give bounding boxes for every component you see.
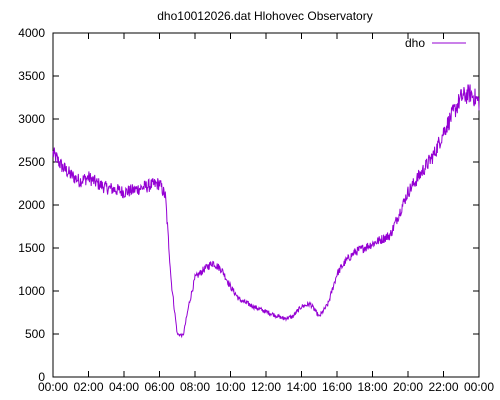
x-tick-label: 06:00 <box>144 380 174 394</box>
series-line-dho <box>52 84 480 339</box>
y-tick-label: 1000 <box>18 284 45 298</box>
x-tick-label: 20:00 <box>393 380 423 394</box>
y-tick-label: 2500 <box>18 155 45 169</box>
x-tick-label: 18:00 <box>357 380 387 394</box>
y-tick-label: 3000 <box>18 112 45 126</box>
plot-frame <box>52 32 480 378</box>
x-axis: 00:00 02:00 04:00 06:00 08:00 10:00 12:00 14:00… <box>38 33 494 394</box>
y-tick-label: 3500 <box>18 69 45 83</box>
y-tick-label: 0 <box>38 370 45 384</box>
y-axis: 0 500 1000 1500 2000 2500 3000 3500 4000 <box>18 26 479 384</box>
x-tick-label: 04:00 <box>109 380 139 394</box>
y-tick-label: 500 <box>25 327 45 341</box>
y-tick-label: 2000 <box>18 198 45 212</box>
x-tick-label: 12:00 <box>251 380 281 394</box>
x-tick-label: 08:00 <box>180 380 210 394</box>
x-tick-label: 16:00 <box>322 380 352 394</box>
x-tick-label: 10:00 <box>215 380 245 394</box>
x-tick-label: 00:00 <box>38 380 68 394</box>
y-tick-label: 4000 <box>18 26 45 40</box>
legend-label-dho: dho <box>405 36 425 50</box>
chart-title: dho10012026.dat Hlohovec Observatory <box>157 9 372 23</box>
x-tick-label: 14:00 <box>286 380 316 394</box>
x-tick-label: 22:00 <box>428 380 458 394</box>
x-tick-label: 00:00 <box>464 380 494 394</box>
x-tick-label: 02:00 <box>73 380 103 394</box>
y-tick-label: 1500 <box>18 241 45 255</box>
legend: dho <box>405 36 466 50</box>
